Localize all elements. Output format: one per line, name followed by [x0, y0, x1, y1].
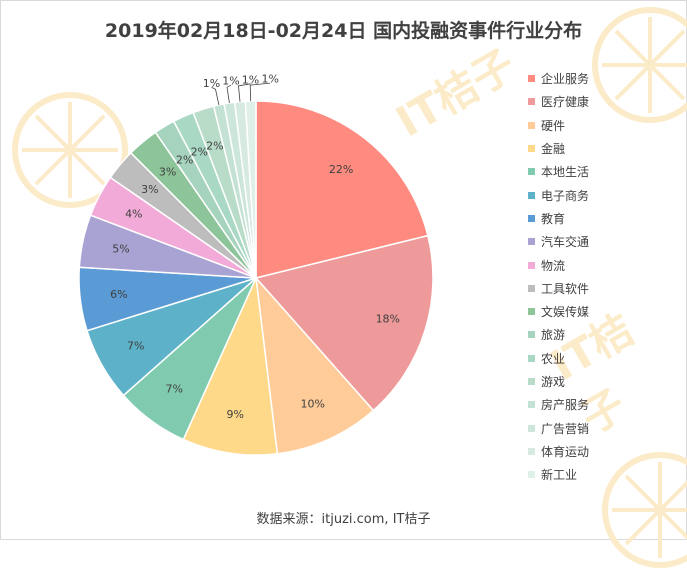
legend-item-13: 游戏	[528, 370, 678, 393]
pie-slice-2	[254, 275, 375, 455]
legend-swatch	[528, 447, 535, 455]
legend-swatch	[528, 401, 535, 409]
legend-item-11: 旅游	[528, 323, 678, 346]
legend-item-15: 广告营销	[528, 416, 678, 439]
slice-label-4: 7%	[165, 383, 182, 396]
legend-swatch	[528, 354, 535, 362]
slice-label-5: 7%	[127, 339, 144, 352]
legend-label: 旅游	[541, 328, 566, 343]
slice-label-2: 10%	[300, 397, 324, 410]
leader-line-16	[238, 83, 251, 102]
legend-label: 医疗健康	[541, 95, 590, 110]
legend-label: 本地生活	[541, 165, 590, 180]
legend-label: 物流	[541, 258, 566, 273]
slice-label-9: 3%	[141, 183, 158, 196]
leader-line-14	[211, 86, 220, 105]
legend-label: 教育	[541, 211, 566, 226]
slice-label-10: 3%	[159, 165, 176, 178]
legend-item-3: 金融	[528, 137, 678, 160]
legend-label: 电子商务	[541, 188, 590, 203]
legend-item-6: 教育	[528, 207, 678, 230]
legend-item-17: 新工业	[528, 463, 678, 486]
legend-item-2: 硬件	[528, 114, 678, 137]
slice-label-7: 5%	[112, 243, 129, 256]
legend-label: 企业服务	[541, 72, 590, 87]
legend-swatch	[528, 145, 535, 153]
pie-slice-1	[254, 234, 434, 412]
pie-slice-3	[182, 275, 279, 456]
legend-swatch	[528, 424, 535, 432]
legend-item-14: 房产服务	[528, 393, 678, 416]
legend-item-7: 汽车交通	[528, 230, 678, 253]
legend-swatch	[528, 238, 535, 246]
legend-label: 硬件	[541, 118, 566, 133]
legend-label: 体育运动	[541, 444, 590, 459]
slice-label-17: 1%	[261, 73, 278, 86]
legend-swatch	[528, 331, 535, 339]
legend-item-1: 医疗健康	[528, 90, 678, 113]
legend-label: 房产服务	[541, 398, 590, 413]
legend-label: 工具软件	[541, 281, 590, 296]
legend-swatch	[528, 284, 535, 292]
chart-legend: 企业服务医疗健康硬件金融本地生活电子商务教育汽车交通物流工具软件文娱传媒旅游农业…	[528, 67, 678, 486]
legend-swatch	[528, 308, 535, 316]
chart-title: 2019年02月18日-02月24日 国内投融资事件行业分布	[104, 20, 583, 42]
legend-swatch	[528, 471, 535, 479]
legend-item-8: 物流	[528, 253, 678, 276]
pie-slice-0	[255, 100, 429, 279]
slice-label-12: 2%	[191, 146, 208, 159]
data-source-caption: 数据来源：itjuzi.com, IT桔子	[256, 512, 431, 527]
slice-label-11: 2%	[176, 153, 193, 166]
pie-chart: 22%18%10%9%7%7%6%5%4%3%3%2%2%2%1% 1% 1% 1%	[78, 73, 434, 456]
legend-item-16: 体育运动	[528, 440, 678, 463]
legend-item-10: 文娱传媒	[528, 300, 678, 323]
legend-item-5: 电子商务	[528, 183, 678, 206]
legend-label: 游戏	[541, 375, 566, 389]
legend-swatch	[528, 75, 535, 83]
legend-label: 农业	[541, 351, 566, 366]
slice-label-1: 18%	[376, 313, 400, 326]
legend-swatch	[528, 378, 535, 385]
legend-item-4: 本地生活	[528, 160, 678, 183]
slice-label-3: 9%	[226, 408, 243, 421]
legend-label: 汽车交通	[541, 235, 590, 250]
slice-label-8: 4%	[125, 207, 142, 220]
slice-label-16: 1%	[242, 73, 259, 86]
legend-label: 文娱传媒	[541, 305, 590, 320]
leader-line-17	[249, 82, 271, 102]
legend-swatch	[528, 98, 535, 106]
slice-label-14: 1%	[203, 77, 220, 90]
legend-swatch	[528, 191, 535, 199]
legend-swatch	[528, 261, 535, 269]
leader-line-15	[226, 84, 232, 104]
slice-label-15: 1%	[222, 75, 239, 88]
legend-swatch	[528, 214, 535, 222]
legend-swatch	[528, 121, 535, 129]
legend-label: 广告营销	[541, 421, 590, 436]
legend-label: 新工业	[541, 468, 578, 483]
legend-item-9: 工具软件	[528, 277, 678, 300]
legend-swatch	[528, 168, 535, 176]
slice-label-13: 2%	[206, 140, 223, 153]
slice-label-0: 22%	[329, 163, 353, 176]
legend-item-0: 企业服务	[528, 67, 678, 90]
slice-label-6: 6%	[110, 288, 127, 301]
legend-label: 金融	[541, 142, 566, 157]
legend-item-12: 农业	[528, 347, 678, 370]
